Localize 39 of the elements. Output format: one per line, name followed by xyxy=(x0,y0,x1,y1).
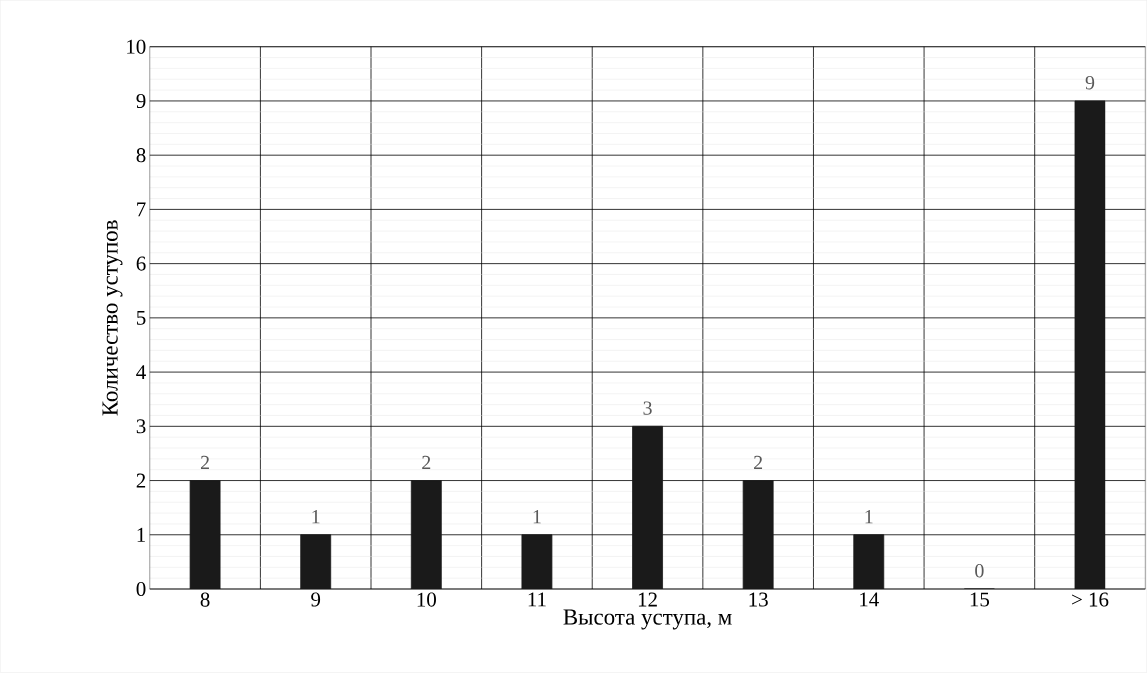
data-label: 0 xyxy=(975,564,984,578)
x-axis-title: Высота уступа, м xyxy=(563,609,732,630)
bar xyxy=(1074,100,1106,590)
y-tick-label: 8 xyxy=(136,148,146,163)
y-tick-label: 6 xyxy=(136,256,146,271)
data-label: 2 xyxy=(754,455,763,470)
y-tick-label: 1 xyxy=(137,527,145,542)
y-axis-title: Количество уступов xyxy=(102,220,123,416)
y-tick-label: 10 xyxy=(127,39,146,54)
x-tick-label: 15 xyxy=(970,592,990,607)
data-label: 3 xyxy=(643,401,652,415)
x-tick-label: 13 xyxy=(749,592,768,607)
data-label: 9 xyxy=(1085,76,1095,90)
x-tick-label: 12 xyxy=(638,592,657,607)
bar xyxy=(632,426,663,590)
x-tick-label: 9 xyxy=(311,592,321,607)
bar xyxy=(521,534,553,590)
data-label: 2 xyxy=(200,455,209,470)
x-tick-label: 8 xyxy=(200,592,210,607)
data-label: 1 xyxy=(533,510,541,524)
x-tick-label: 10 xyxy=(417,592,436,607)
y-tick-label: 0 xyxy=(136,582,146,597)
data-label: 2 xyxy=(422,455,431,470)
x-tick-label: 11 xyxy=(528,592,546,607)
bar xyxy=(410,480,442,590)
bar xyxy=(853,534,885,590)
y-tick-label: 4 xyxy=(136,365,146,380)
y-tick-label: 9 xyxy=(136,94,146,109)
bar xyxy=(189,480,221,590)
x-tick-label: 14 xyxy=(860,592,879,607)
y-tick-label: 5 xyxy=(137,311,146,325)
bar xyxy=(300,534,332,590)
y-tick-label: 7 xyxy=(137,202,146,217)
data-label: 1 xyxy=(865,510,873,524)
y-tick-label: 2 xyxy=(136,473,146,488)
y-tick-label: 3 xyxy=(136,419,146,434)
x-tick-label: > 16 xyxy=(1072,592,1109,607)
data-label: 1 xyxy=(312,510,320,524)
bar xyxy=(742,480,774,590)
